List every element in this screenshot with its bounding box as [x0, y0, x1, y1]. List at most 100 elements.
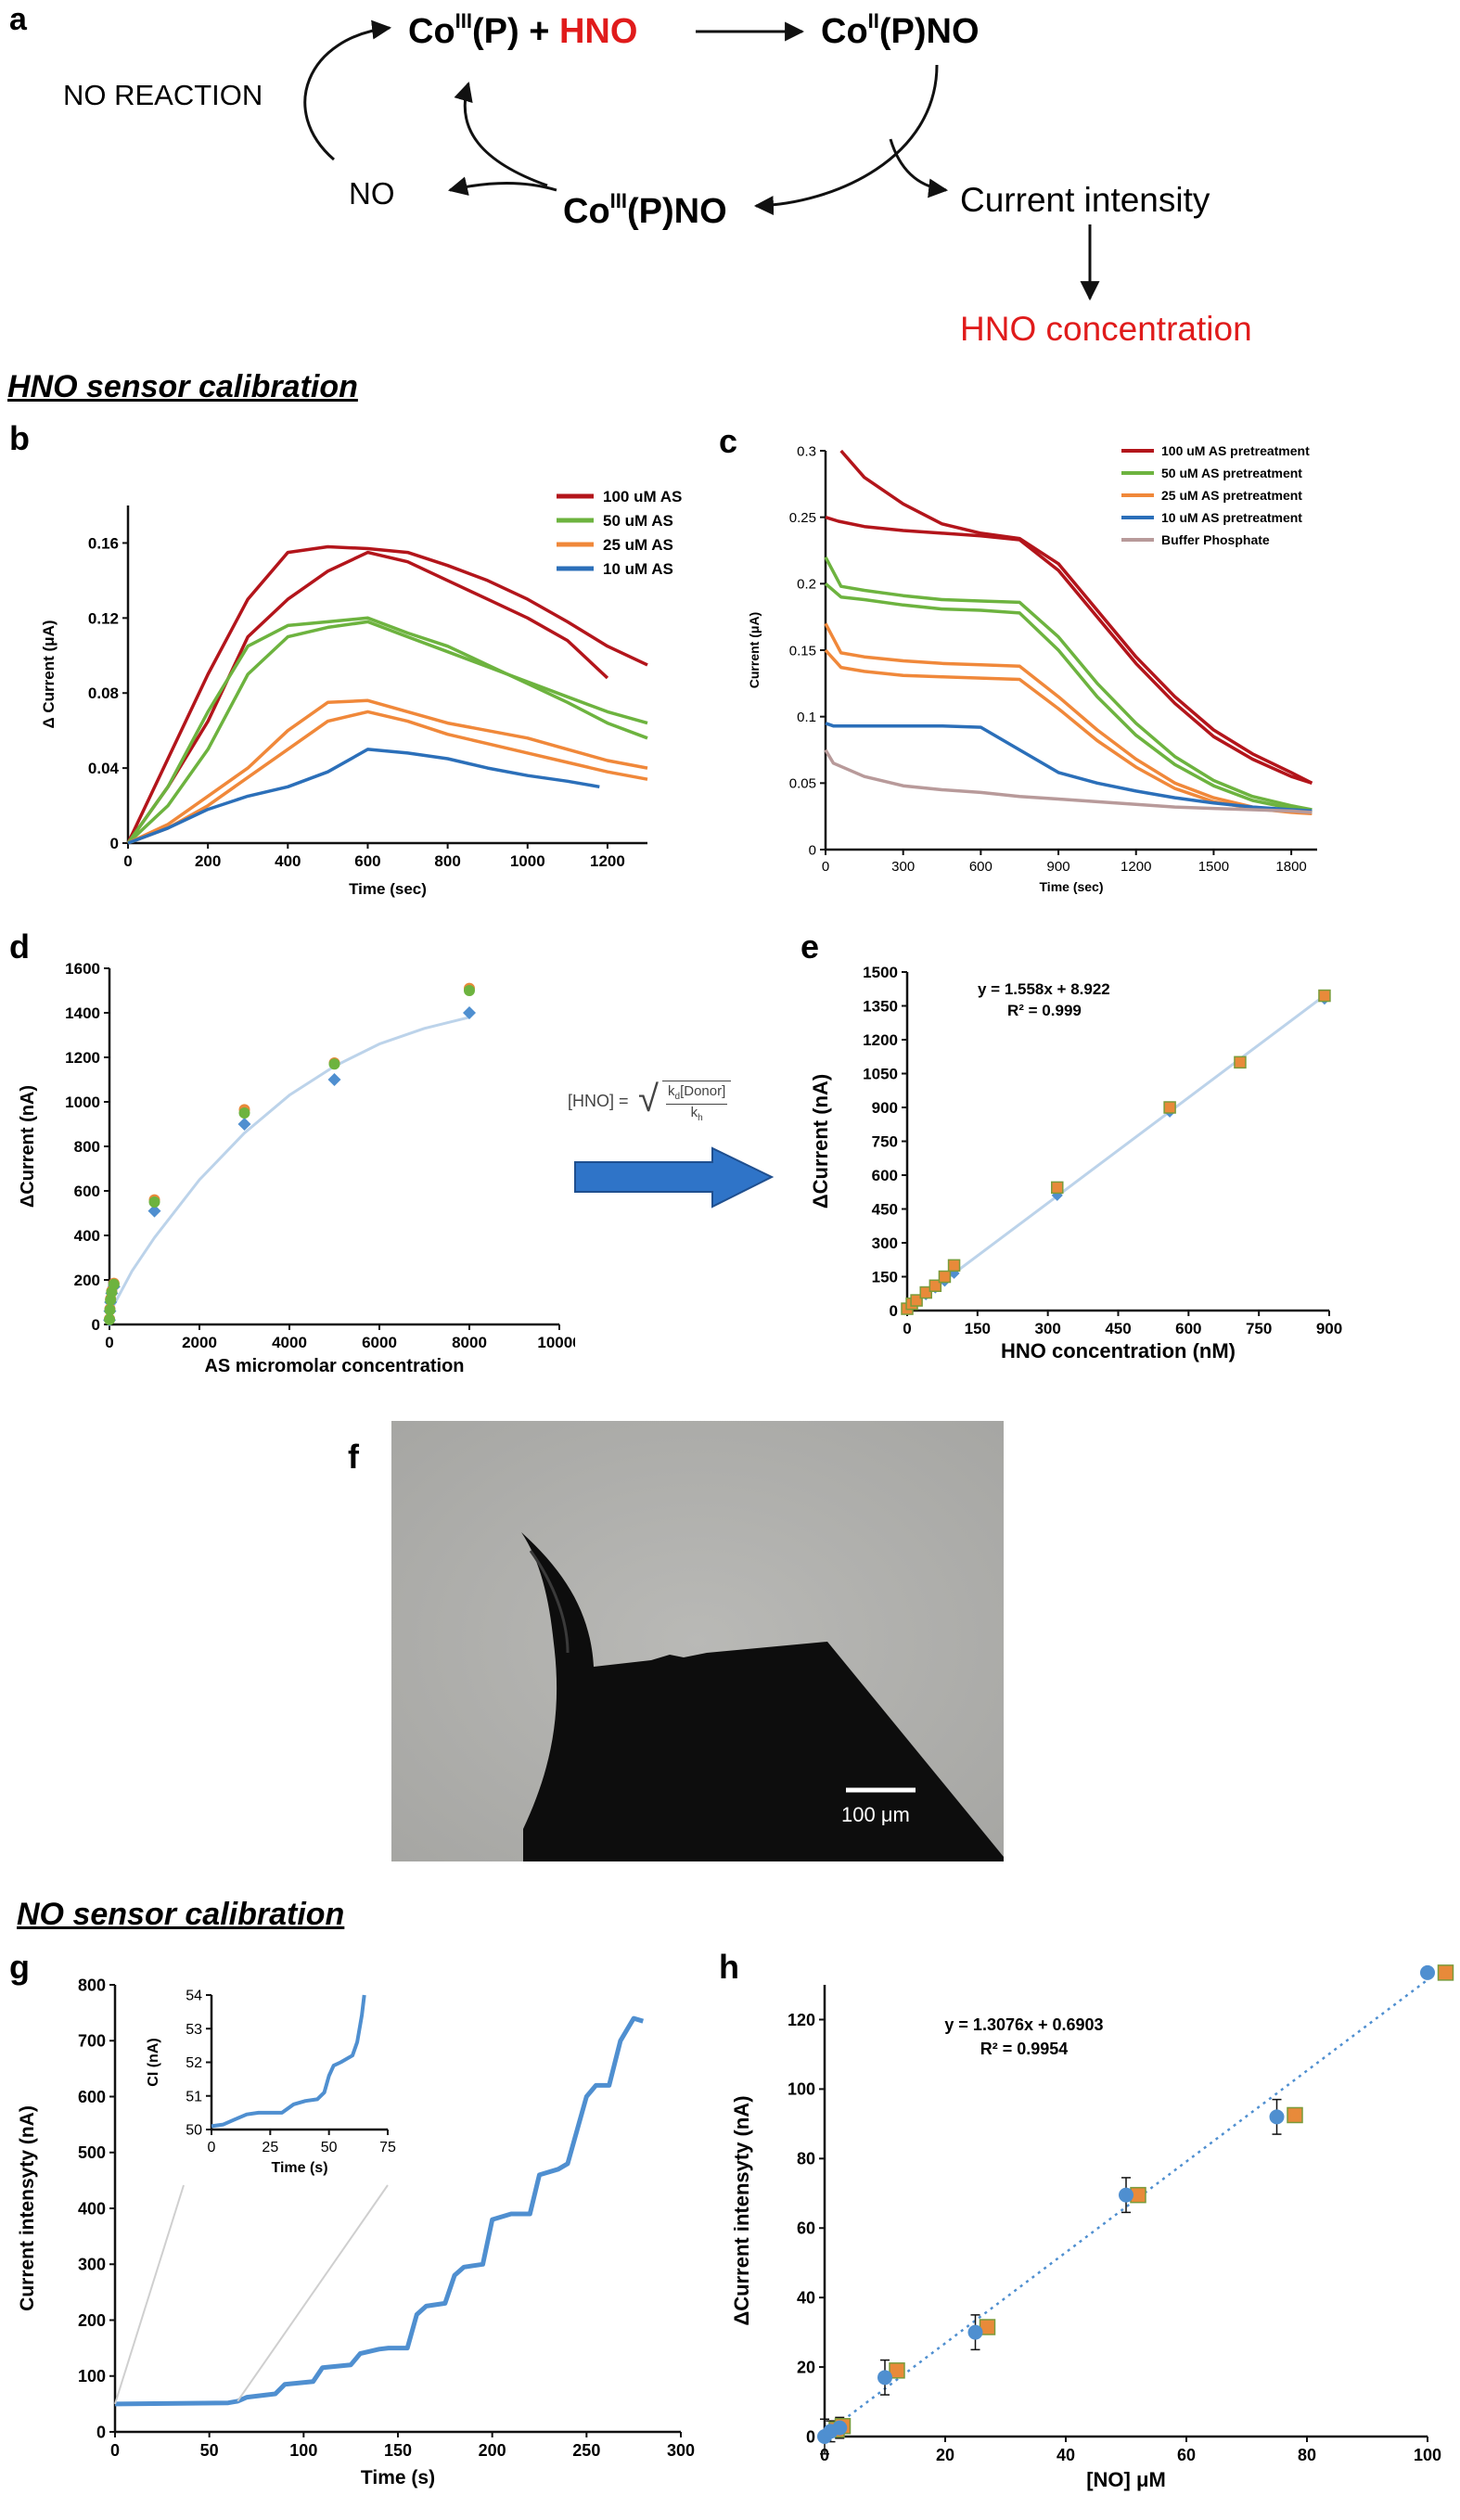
x-tick-label: 250 — [572, 2441, 600, 2460]
y-tick-label: 1200 — [863, 1031, 898, 1049]
x-tick-label: 0 — [208, 2140, 216, 2155]
formula-denominator: kh — [690, 1105, 703, 1123]
x-tick-label: 1800 — [1275, 859, 1306, 875]
y-tick-label: 50 — [186, 2123, 202, 2139]
fit-r2: R² = 0.999 — [1007, 1002, 1082, 1019]
data-point — [464, 985, 475, 996]
micrograph: 100 μm — [391, 1421, 1004, 1861]
y-axis-label: Current (μA) — [747, 612, 762, 688]
x-tick-label: 200 — [479, 2441, 506, 2460]
series-line-2 — [126, 616, 648, 845]
x-tick-label: 2000 — [182, 1334, 217, 1351]
y-tick-label: 300 — [872, 1234, 898, 1252]
y-tick-label: 53 — [186, 2022, 202, 2038]
y-tick-label: 0.25 — [789, 510, 816, 526]
series-line-ci — [114, 2015, 645, 2407]
fit-equation: y = 1.3076x + 0.6903 — [944, 2015, 1103, 2034]
y-tick-label: 450 — [872, 1200, 898, 1218]
formula-fraction: kd[Donor] kh — [662, 1081, 732, 1123]
y-axis-label: Δ Current (μA) — [40, 620, 58, 728]
legend-label: Buffer Phosphate — [1161, 532, 1270, 547]
data-point — [104, 1313, 116, 1325]
y-tick-label: 1200 — [65, 1049, 100, 1067]
x-tick-label: 40 — [1057, 2446, 1075, 2464]
species-co2pno: CoII(P)NO — [821, 9, 980, 51]
hno-concentration-label: HNO concentration — [960, 310, 1252, 348]
tip-highlight — [529, 1550, 570, 1654]
arrow-to-no — [447, 176, 557, 196]
x-axis-label: Time (s) — [361, 2467, 435, 2488]
x-axis-label: AS micromolar concentration — [204, 1356, 464, 1376]
formula-lhs: [HNO] = — [568, 1092, 629, 1110]
legend-label: 50 uM AS pretreatment — [1161, 466, 1302, 480]
x-tick-label: 450 — [1105, 1320, 1131, 1337]
arrow-co2pno-to-co3pno — [753, 64, 939, 216]
hno-formula: [HNO] = √ kd[Donor] kh — [568, 1079, 762, 1134]
scale-bar-label: 100 μm — [841, 1803, 910, 1826]
x-tick-label: 100 — [1414, 2446, 1441, 2464]
y-tick-label: 100 — [78, 2367, 106, 2386]
x-tick-label: 6000 — [362, 1334, 397, 1351]
panel-h-label: h — [719, 1948, 739, 1986]
x-axis-label: Time (sec) — [1040, 879, 1104, 894]
x-tick-label: 300 — [891, 859, 915, 875]
x-axis-label: [NO] μM — [1086, 2468, 1166, 2491]
y-tick-label: 500 — [78, 2143, 106, 2162]
series-line-0 — [839, 449, 1313, 785]
x-tick-label: 0 — [105, 1334, 113, 1351]
y-axis-label: ΔCurrent intensyty (nA) — [730, 2095, 753, 2325]
y-tick-label: 40 — [797, 2288, 815, 2307]
series-line-3 — [126, 620, 648, 845]
data-point — [1437, 1964, 1454, 1981]
y-tick-label: 0.3 — [797, 443, 816, 459]
x-tick-label: 0 — [903, 1320, 911, 1337]
data-point — [1234, 1055, 1247, 1069]
data-point — [147, 1204, 161, 1218]
hno-label: HNO — [559, 12, 637, 51]
y-tick-label: 51 — [186, 2089, 202, 2104]
x-tick-label: 75 — [379, 2140, 396, 2155]
big-arrow — [574, 1146, 775, 1209]
y-tick-label: 400 — [78, 2199, 106, 2218]
data-point — [929, 1279, 942, 1292]
legend-label: 25 uM AS — [603, 536, 673, 554]
arrow-to-current — [889, 138, 949, 198]
species-co3p-hno: CoIII(P) + HNO — [408, 9, 637, 51]
x-tick-label: 750 — [1246, 1320, 1272, 1337]
legend-label: 10 uM AS — [603, 560, 673, 578]
y-tick-label: 1400 — [65, 1004, 100, 1022]
formula-numerator: kd[Donor] — [666, 1081, 728, 1105]
x-tick-label: 300 — [667, 2441, 695, 2460]
x-axis-label: Time (s) — [271, 2160, 327, 2176]
data-point — [967, 2324, 983, 2340]
inset-guide-line — [237, 2184, 389, 2402]
series-line-1 — [126, 550, 609, 845]
x-tick-label: 50 — [200, 2441, 219, 2460]
data-point — [1318, 989, 1331, 1003]
panel-c-label: c — [719, 422, 738, 460]
x-tick-label: 1200 — [1121, 859, 1151, 875]
panel-a-label: a — [9, 2, 28, 37]
fit-curve — [108, 1016, 470, 1314]
y-tick-label: 100 — [788, 2080, 815, 2099]
y-tick-label: 900 — [872, 1099, 898, 1117]
data-point — [1420, 1964, 1435, 1980]
series-line-7 — [824, 748, 1313, 814]
x-tick-label: 300 — [1034, 1320, 1060, 1337]
x-tick-label: 50 — [321, 2140, 338, 2155]
y-tick-label: 300 — [78, 2256, 106, 2274]
y-tick-label: 0.15 — [789, 643, 816, 659]
y-axis-label: Current intensyty (nA) — [17, 2105, 38, 2311]
series-line-6 — [825, 722, 1313, 813]
series-line-0 — [126, 544, 648, 844]
data-point — [1119, 2187, 1133, 2203]
x-tick-label: 800 — [434, 852, 460, 870]
y-tick-label: 0.2 — [797, 577, 816, 593]
x-axis-label: HNO concentration (nM) — [1001, 1339, 1236, 1362]
legend-label: 100 uM AS pretreatment — [1161, 443, 1310, 458]
no-label: NO — [349, 176, 395, 211]
y-tick-label: 800 — [74, 1138, 100, 1156]
data-point — [910, 1294, 923, 1307]
